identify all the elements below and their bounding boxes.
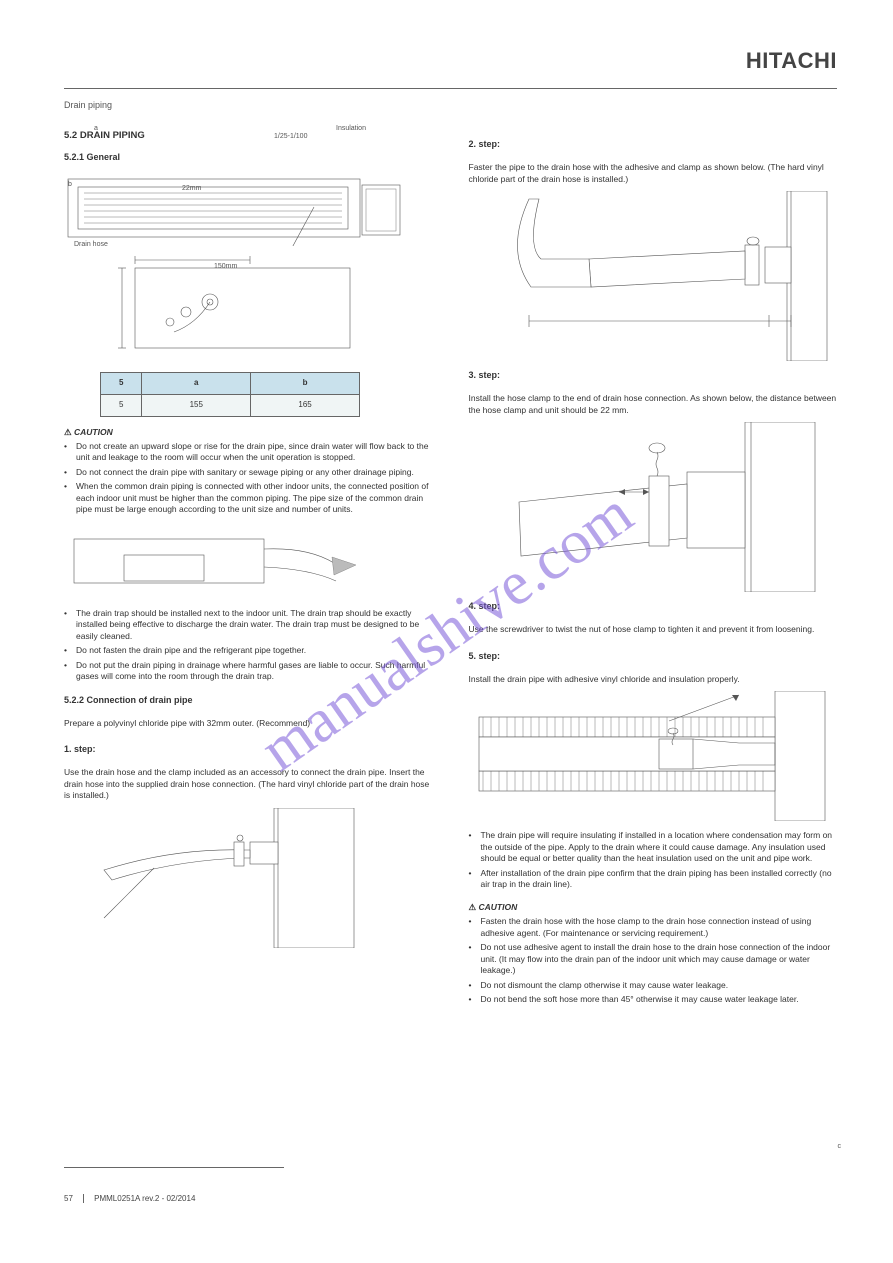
table-cell: 5: [101, 394, 142, 416]
list-item: Do not fasten the drain pipe and the ref…: [64, 645, 433, 656]
dimension-table: 5 a b 5 155 165: [100, 372, 360, 417]
table-header: a: [142, 372, 251, 394]
diagram-clamp-detail: 22mm: [499, 422, 819, 592]
list-item: Do not put the drain piping in drainage …: [64, 660, 433, 683]
subsection-title: 5.2.2 Connection of drain pipe: [64, 694, 433, 706]
table-header: b: [251, 372, 360, 394]
table-cell: 155: [142, 394, 251, 416]
diagram-insulation: Insulation: [469, 691, 829, 821]
list-item: Fasten the drain hose with the hose clam…: [469, 916, 838, 939]
table-header: 5: [101, 372, 142, 394]
caution-title: ⚠ CAUTION: [469, 902, 838, 913]
paragraph: Prepare a polyvinyl chloride pipe with 3…: [64, 718, 433, 729]
slope-label: 1/25-1/100: [274, 132, 307, 141]
table-row: 5 a b: [101, 372, 360, 394]
section-link: Drain piping: [64, 100, 112, 110]
diagram-hose-insert: Drain hose: [64, 808, 364, 948]
list-item: When the common drain piping is connecte…: [64, 481, 433, 515]
list-item: Do not dismount the clamp otherwise it m…: [469, 980, 838, 991]
label-a: a: [94, 124, 98, 133]
step-title: 1. step:: [64, 743, 433, 755]
list-item: The drain trap should be installed next …: [64, 608, 433, 642]
notes-list: The drain trap should be installed next …: [64, 605, 433, 686]
label-c: c: [838, 1142, 842, 1151]
header-rule: [64, 88, 837, 89]
hose-callout: Drain hose: [74, 240, 108, 249]
list-item: Do not create an upward slope or rise fo…: [64, 441, 433, 464]
caution-label: CAUTION: [479, 902, 518, 912]
insulation-label: Insulation: [336, 124, 366, 133]
left-column: 5.2 DRAIN PIPING 5.2.1 General: [64, 130, 433, 1153]
diagram-hose-clamp: 150mm: [469, 191, 829, 361]
diagram-slope: 1/25-1/100: [64, 527, 364, 597]
page-footer: 57 PMML0251A rev.2 - 02/2014: [64, 1194, 195, 1203]
caution-list: Fasten the drain hose with the hose clam…: [469, 916, 838, 1005]
step-title: 5. step:: [469, 650, 838, 662]
dim-label: 150mm: [214, 262, 237, 271]
notes-list: The drain pipe will require insulating i…: [469, 827, 838, 893]
table-cell: 165: [251, 394, 360, 416]
footer-rule: [64, 1167, 284, 1168]
subsection-title: 5.2.1 General: [64, 151, 433, 163]
caution-list: Do not create an upward slope or rise fo…: [64, 441, 433, 516]
dim-label: 22mm: [182, 184, 201, 193]
caution-block: ⚠ CAUTION Fasten the drain hose with the…: [469, 902, 838, 1009]
table-row: 5 155 165: [101, 394, 360, 416]
step-title: 2. step:: [469, 138, 838, 150]
warning-icon: ⚠: [469, 902, 477, 912]
step-title: 4. step:: [469, 600, 838, 612]
warning-icon: ⚠: [64, 427, 72, 437]
list-item: Do not bend the soft hose more than 45° …: [469, 994, 838, 1005]
step-title: 3. step:: [469, 369, 838, 381]
doc-id: PMML0251A rev.2 - 02/2014: [94, 1194, 195, 1203]
page-number: 57: [64, 1194, 84, 1203]
two-column-layout: 5.2 DRAIN PIPING 5.2.1 General: [64, 130, 837, 1153]
section-title: 5.2 DRAIN PIPING: [64, 130, 433, 143]
paragraph: Install the hose clamp to the end of dra…: [469, 393, 838, 416]
paragraph: Use the drain hose and the clamp include…: [64, 767, 433, 801]
right-column: 2. step: Faster the pipe to the drain ho…: [469, 130, 838, 1153]
caution-label: CAUTION: [74, 427, 113, 437]
caution-title: ⚠ CAUTION: [64, 427, 433, 438]
caution-block: ⚠ CAUTION Do not create an upward slope …: [64, 427, 433, 519]
paragraph: Use the screwdriver to twist the nut of …: [469, 624, 838, 635]
paragraph: Faster the pipe to the drain hose with t…: [469, 162, 838, 185]
diagram-unit-front: c: [64, 171, 404, 246]
list-item: Do not use adhesive agent to install the…: [469, 942, 838, 976]
list-item: The drain pipe will require insulating i…: [469, 830, 838, 864]
paragraph: Install the drain pipe with adhesive vin…: [469, 674, 838, 685]
brand-logo: HITACHI: [746, 48, 837, 74]
list-item: After installation of the drain pipe con…: [469, 868, 838, 891]
label-b: b: [68, 180, 72, 189]
list-item: Do not connect the drain pipe with sanit…: [64, 467, 433, 478]
